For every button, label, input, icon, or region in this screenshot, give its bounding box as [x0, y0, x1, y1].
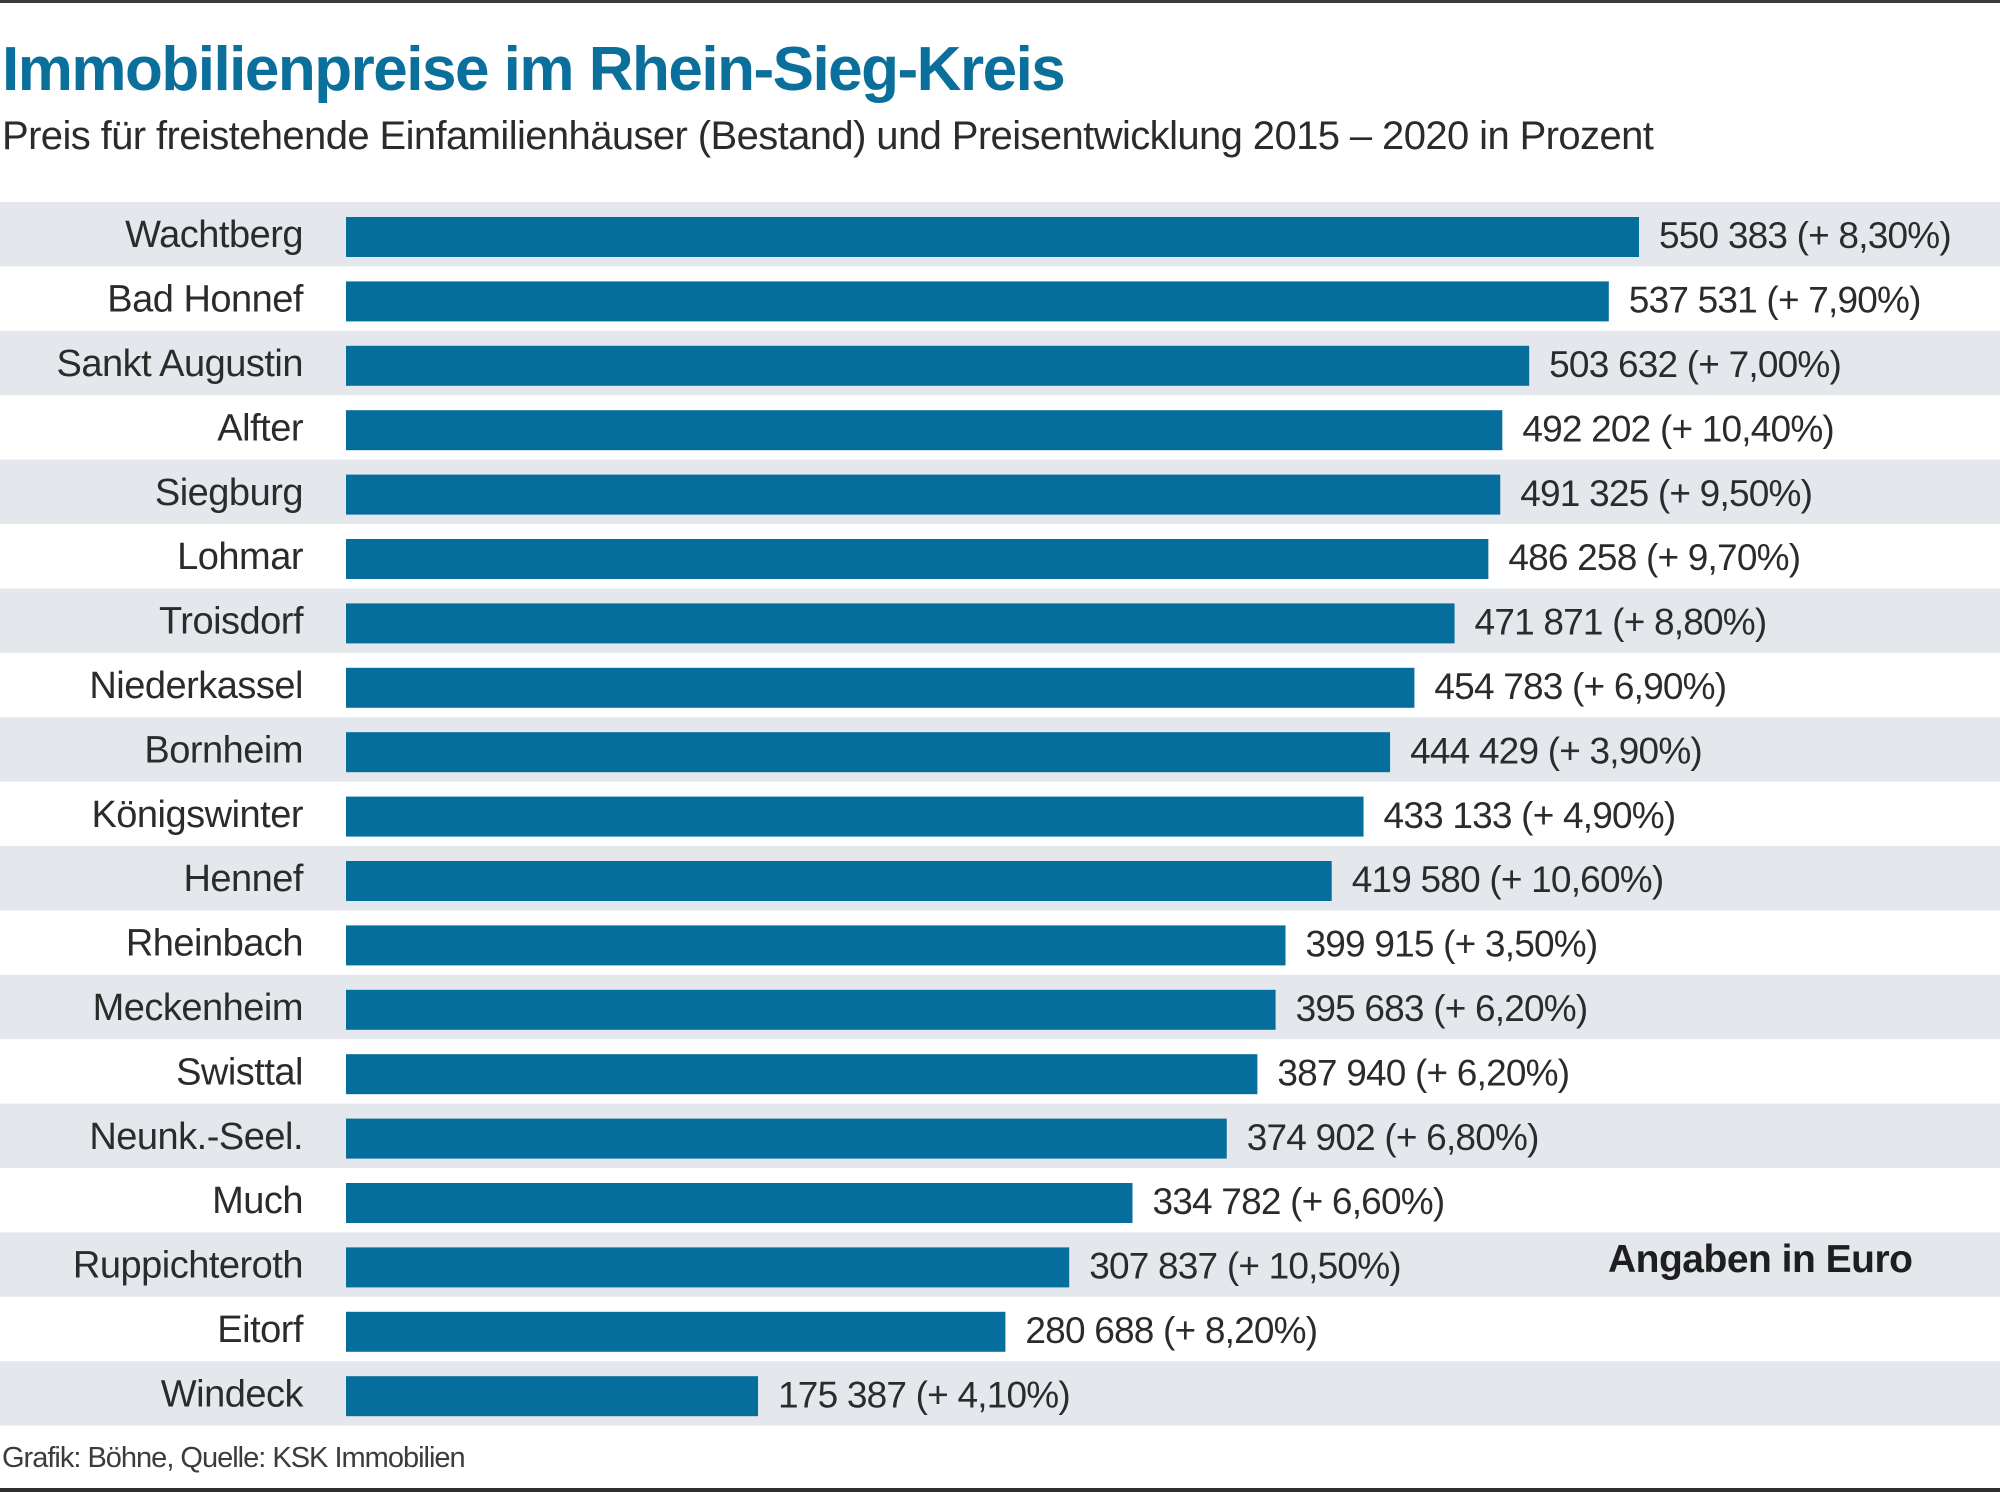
category-labels: Wachtberg Bad Honnef Sankt Augustin Alfter S… [56, 214, 305, 1415]
value-label: 395 683 (+ 6,20%) [1296, 988, 1588, 1029]
category-label: Wachtberg [125, 214, 303, 256]
category-label: Neunk.-Seel. [89, 1116, 303, 1158]
category-label: Troisdorf [159, 601, 304, 643]
value-label: 175 387 (+ 4,10%) [778, 1374, 1070, 1415]
value-label: 444 429 (+ 3,90%) [1410, 730, 1702, 771]
bar-swisttal [346, 1054, 1258, 1095]
bar-lohmar [346, 539, 1489, 579]
bar-bornheim [346, 732, 1391, 773]
chart-title: Immobilienpreise im Rhein-Sieg-Kreis [2, 35, 1066, 104]
bottom-border [0, 1488, 2000, 1492]
category-label: Windeck [161, 1373, 305, 1415]
category-label: Eitorf [217, 1309, 304, 1351]
value-label: 492 202 (+ 10,40%) [1522, 408, 1834, 449]
bar-hennef [346, 861, 1332, 901]
value-label: 550 383 (+ 8,30%) [1659, 215, 1951, 256]
value-labels: 550 383 (+ 8,30%) 537 531 (+ 7,90%) 503 63… [778, 215, 1952, 1415]
bar-windeck [346, 1376, 759, 1417]
category-label: Sankt Augustin [56, 343, 303, 385]
value-label: 471 871 (+ 8,80%) [1475, 602, 1767, 643]
bar-sankt-augustin [346, 345, 1530, 386]
bar-siegburg [346, 474, 1501, 515]
bar-wachtberg [346, 217, 1639, 257]
bar-königswinter [346, 796, 1364, 837]
value-label: 280 688 (+ 8,20%) [1025, 1310, 1317, 1351]
top-border [0, 0, 2000, 3]
value-label: 387 940 (+ 6,20%) [1277, 1052, 1569, 1093]
category-label: Niederkassel [89, 665, 303, 707]
bar-neunk-seel- [346, 1118, 1227, 1159]
value-label: 537 531 (+ 7,90%) [1629, 280, 1921, 321]
value-label: 503 632 (+ 7,00%) [1549, 344, 1841, 385]
value-label: 374 902 (+ 6,80%) [1247, 1117, 1539, 1158]
bars [346, 217, 1639, 1417]
bar-eitorf [346, 1311, 1006, 1352]
category-label: Bornheim [144, 729, 303, 771]
category-label: Alfter [217, 407, 304, 449]
value-label: 334 782 (+ 6,60%) [1152, 1181, 1444, 1222]
bar-rheinbach [346, 925, 1286, 966]
category-label: Königswinter [91, 794, 303, 836]
category-label: Meckenheim [93, 987, 303, 1029]
category-label: Hennef [183, 858, 303, 900]
category-label: Siegburg [155, 472, 303, 514]
bar-ruppichteroth [346, 1247, 1070, 1288]
category-label: Swisttal [176, 1051, 303, 1093]
value-label: 419 580 (+ 10,60%) [1352, 859, 1664, 900]
category-label: Ruppichteroth [73, 1245, 303, 1287]
value-label: 399 915 (+ 3,50%) [1306, 924, 1598, 965]
category-label: Bad Honnef [107, 279, 304, 321]
value-label: 454 783 (+ 6,90%) [1434, 666, 1726, 707]
value-label: 433 133 (+ 4,90%) [1384, 795, 1676, 836]
bar-niederkassel [346, 667, 1415, 708]
value-label: 307 837 (+ 10,50%) [1089, 1246, 1401, 1287]
source-credit: Grafik: Böhne, Quelle: KSK Immobilien [2, 1442, 466, 1474]
row-band [0, 1361, 2000, 1426]
bar-meckenheim [346, 989, 1276, 1030]
category-label: Rheinbach [126, 923, 303, 965]
category-label: Lohmar [177, 536, 304, 578]
bar-troisdorf [346, 603, 1455, 644]
value-label: 486 258 (+ 9,70%) [1508, 537, 1800, 578]
bar-bad-honnef [346, 281, 1609, 322]
chart-subtitle: Preis für freistehende Einfamilienhäuser… [2, 114, 1654, 158]
bar-much [346, 1183, 1133, 1223]
category-label: Much [212, 1180, 303, 1222]
unit-note: Angaben in Euro [1608, 1238, 1913, 1281]
value-label: 491 325 (+ 9,50%) [1520, 473, 1812, 514]
bar-alfter [346, 410, 1503, 451]
